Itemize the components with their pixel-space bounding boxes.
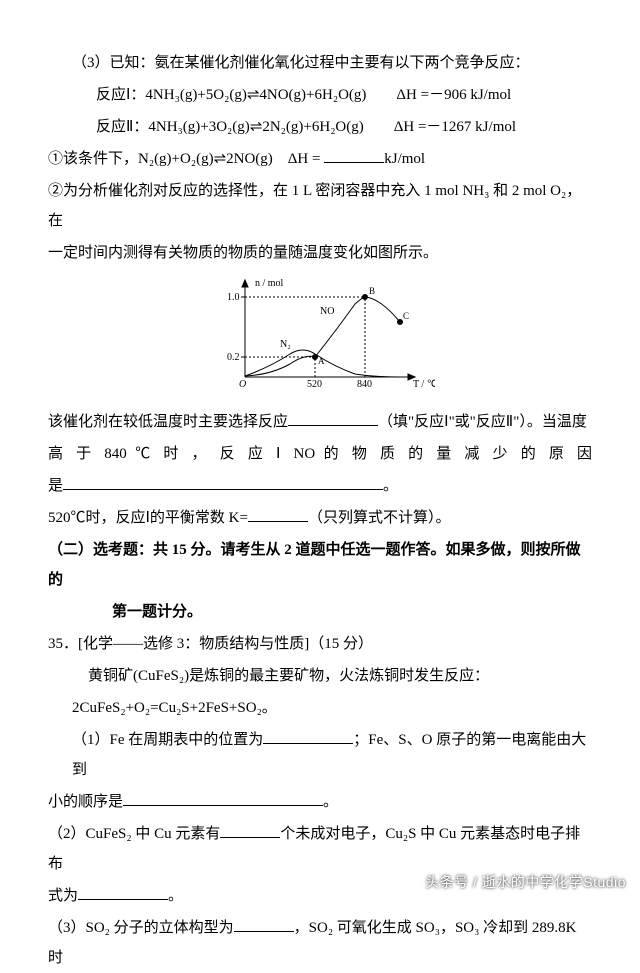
label-n2: N₂ bbox=[280, 339, 291, 350]
text: 小的顺序是 bbox=[48, 794, 123, 810]
text: 黄铜矿(CuFeS₂)是炼铜的最主要矿物，火法炼铜时发生反应： bbox=[88, 668, 489, 684]
text: 高 于 840 ℃ 时 ， 反 应 Ⅰ NO 的 物 质 的 量 减 少 的 原… bbox=[48, 446, 592, 462]
text: 。 bbox=[323, 794, 338, 810]
q35-line1: 黄铜矿(CuFeS₂)是炼铜的最主要矿物，火法炼铜时发生反应： bbox=[48, 661, 592, 691]
xlabel: T / ℃ bbox=[413, 379, 435, 390]
text: 反应Ⅰ：4NH₃(g)+5O₂(g)⇌4NO(g)+6H₂O(g) ΔH =－9… bbox=[96, 87, 511, 103]
text: 头条号 / 逝水的中学化学Studio bbox=[425, 874, 626, 890]
text: 是 bbox=[48, 478, 63, 494]
origin: O bbox=[239, 379, 246, 390]
blank-fill bbox=[220, 822, 280, 839]
text: ②为分析催化剂对反应的选择性，在 1 L 密闭容器中充入 1 mol NH₃ 和… bbox=[48, 183, 581, 229]
blank-fill bbox=[234, 916, 294, 933]
q3-k: 520℃时，反应Ⅰ的平衡常数 K= （只列算式不计算）。 bbox=[48, 503, 592, 533]
ytick-1: 1.0 bbox=[227, 292, 240, 303]
q3-is: 是。 bbox=[48, 471, 592, 501]
q35-p1c: 小的顺序是 。 bbox=[48, 787, 592, 817]
text: （填"反应Ⅰ"或"反应Ⅱ"）。当温度 bbox=[378, 414, 587, 430]
xtick-1: 520 bbox=[307, 379, 322, 390]
text: 一定时间内测得有关物质的物质的量随温度变化如图所示。 bbox=[48, 245, 438, 261]
q3-sub2b: 一定时间内测得有关物质的物质的量随温度变化如图所示。 bbox=[48, 238, 592, 268]
label-b: B bbox=[369, 286, 375, 296]
text: 2CuFeS₂+O₂=Cu₂S+2FeS+SO₂。 bbox=[72, 700, 277, 716]
text: 式为 bbox=[48, 888, 78, 904]
text: （二）选考题：共 15 分。请考生从 2 道题中任选一题作答。如果多做，则按所做… bbox=[48, 542, 581, 588]
q3-reaction-1: 反应Ⅰ：4NH₃(g)+5O₂(g)⇌4NO(g)+6H₂O(g) ΔH =－9… bbox=[48, 80, 592, 110]
section2-title-b: 第一题计分。 bbox=[48, 597, 592, 627]
blank-fill bbox=[263, 728, 353, 745]
text: （只列算式不计算）。 bbox=[308, 510, 451, 526]
xtick-2: 840 bbox=[357, 379, 372, 390]
text: （1）Fe 在周期表中的位置为 bbox=[72, 732, 263, 748]
label-a: A bbox=[318, 356, 325, 366]
ytick-2: 0.2 bbox=[227, 352, 240, 363]
q35-header: 35．[化学——选修 3：物质结构与性质]（15 分） bbox=[48, 629, 592, 659]
label-c: C bbox=[403, 311, 409, 321]
blank-fill bbox=[248, 506, 308, 523]
label-no: NO bbox=[320, 306, 334, 317]
chart-svg: n / mol 1.0 0.2 O 520 840 T / ℃ NO N₂ A … bbox=[205, 272, 435, 392]
blank-fill bbox=[63, 474, 383, 491]
ylabel: n / mol bbox=[255, 278, 284, 289]
q35-p3: （3）SO₂ 分子的立体构型为，SO₂ 可氧化生成 SO₃，SO₃ 冷却到 28… bbox=[48, 913, 592, 973]
q3-sub1: ①该条件下，N₂(g)+O₂(g)⇌2NO(g) ΔH = kJ/mol bbox=[48, 144, 592, 174]
text: （2）CuFeS₂ 中 Cu 元素有 bbox=[48, 826, 220, 842]
text: ①该条件下，N₂(g)+O₂(g)⇌2NO(g) ΔH = bbox=[48, 151, 324, 167]
blank-fill bbox=[288, 410, 378, 427]
q3-afterchart: 该催化剂在较低温度时主要选择反应 （填"反应Ⅰ"或"反应Ⅱ"）。当温度 bbox=[48, 407, 592, 437]
text: （3）SO₂ 分子的立体构型为 bbox=[48, 920, 234, 936]
text: （3）已知：氨在某催化剂催化氧化过程中主要有以下两个竞争反应： bbox=[72, 55, 530, 71]
blank-fill bbox=[123, 790, 323, 807]
q35-line2: 2CuFeS₂+O₂=Cu₂S+2FeS+SO₂。 bbox=[48, 693, 592, 723]
text: 反应Ⅱ：4NH₃(g)+3O₂(g)⇌2N₂(g)+6H₂O(g) ΔH =－1… bbox=[96, 119, 516, 135]
text: kJ/mol bbox=[384, 151, 425, 167]
chart-container: n / mol 1.0 0.2 O 520 840 T / ℃ NO N₂ A … bbox=[48, 272, 592, 403]
q3-reaction-2: 反应Ⅱ：4NH₃(g)+3O₂(g)⇌2N₂(g)+6H₂O(g) ΔH =－1… bbox=[48, 112, 592, 142]
q35-p1: （1）Fe 在周期表中的位置为；Fe、S、O 原子的第一电离能由大到 bbox=[48, 725, 592, 785]
blank-fill bbox=[324, 147, 384, 164]
watermark: 头条号 / 逝水的中学化学Studio bbox=[425, 868, 626, 896]
blank-fill bbox=[78, 884, 168, 901]
text: 该催化剂在较低温度时主要选择反应 bbox=[48, 414, 288, 430]
text: 。 bbox=[383, 478, 398, 494]
section2-title-a: （二）选考题：共 15 分。请考生从 2 道题中任选一题作答。如果多做，则按所做… bbox=[48, 535, 592, 595]
text: 35．[化学——选修 3：物质结构与性质]（15 分） bbox=[48, 636, 373, 652]
q3-sub2a: ②为分析催化剂对反应的选择性，在 1 L 密闭容器中充入 1 mol NH₃ 和… bbox=[48, 176, 592, 236]
text: 520℃时，反应Ⅰ的平衡常数 K= bbox=[48, 510, 248, 526]
q3-spaced: 高 于 840 ℃ 时 ， 反 应 Ⅰ NO 的 物 质 的 量 减 少 的 原… bbox=[48, 439, 592, 469]
text: 第一题计分。 bbox=[112, 604, 202, 620]
text: 。 bbox=[168, 888, 183, 904]
q3-intro: （3）已知：氨在某催化剂催化氧化过程中主要有以下两个竞争反应： bbox=[48, 48, 592, 78]
